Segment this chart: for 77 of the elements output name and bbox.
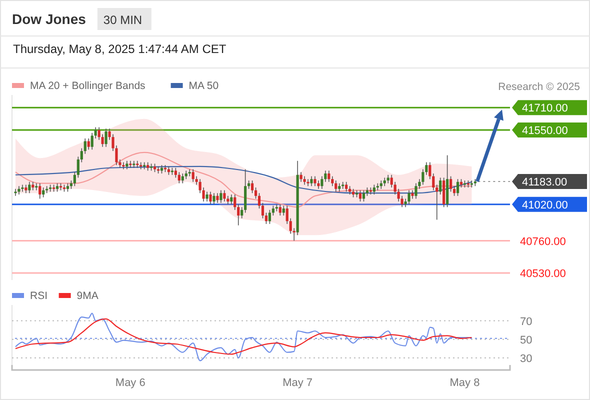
candlestick xyxy=(250,180,254,194)
y-tick-label: 70 xyxy=(520,316,532,328)
candlestick xyxy=(192,168,194,182)
candlestick xyxy=(206,191,208,202)
y-tick-label: 30 xyxy=(520,352,532,365)
x-tick-label: May 7 xyxy=(282,377,313,389)
candlestick xyxy=(452,186,456,196)
candlestick xyxy=(212,192,216,205)
candlestick xyxy=(345,181,348,192)
candlestick xyxy=(328,170,330,182)
candlestick xyxy=(320,176,324,190)
candlestick xyxy=(240,206,244,219)
candlestick xyxy=(35,182,38,191)
candlestick xyxy=(28,181,31,194)
candlestick xyxy=(73,172,76,186)
candlestick xyxy=(264,212,268,224)
text: Research © 2025 xyxy=(498,81,580,93)
candlestick xyxy=(132,160,136,168)
candlestick xyxy=(209,191,212,205)
candlestick xyxy=(278,204,282,216)
candlestick xyxy=(261,202,264,219)
y-tick-label: 50 xyxy=(520,334,532,346)
candlestick xyxy=(76,156,80,178)
candlestick xyxy=(334,180,338,192)
candlestick xyxy=(42,187,45,198)
candlestick xyxy=(14,188,17,196)
candlestick xyxy=(129,160,132,168)
x-tick-label: May 6 xyxy=(115,377,146,389)
candlestick xyxy=(442,177,446,208)
text: 30 MIN xyxy=(103,13,142,27)
candlestick xyxy=(300,172,302,182)
legend-label: 9MA xyxy=(76,290,98,302)
candlestick xyxy=(310,176,313,186)
candlestick xyxy=(268,210,272,224)
candlestick xyxy=(38,182,42,200)
chart-title: Dow Jones xyxy=(12,11,86,27)
candlestick xyxy=(104,128,108,148)
ref-line-label: 41183.00 xyxy=(522,176,568,188)
ref-line-label: 41550.00 xyxy=(522,125,568,138)
x-tick-label: May 8 xyxy=(450,377,480,389)
candlestick xyxy=(408,190,410,205)
candlestick xyxy=(220,190,222,204)
ref-line-label: 40760.00 xyxy=(520,236,566,248)
candlestick xyxy=(230,194,233,205)
candlestick xyxy=(422,168,424,186)
candlestick xyxy=(456,178,460,196)
candlestick xyxy=(358,190,362,202)
candlestick xyxy=(372,184,376,195)
candlestick xyxy=(122,162,125,170)
candlestick xyxy=(174,167,177,178)
legend-label: RSI xyxy=(30,290,48,302)
candlestick xyxy=(223,190,226,202)
candlestick xyxy=(244,168,247,214)
candlestick xyxy=(216,192,219,204)
legend-label: MA 50 xyxy=(188,80,219,92)
ref-line-label: 40530.00 xyxy=(520,268,566,280)
ref-line-label: 41020.00 xyxy=(522,199,568,212)
candlestick xyxy=(254,187,258,200)
candlestick xyxy=(188,168,191,177)
chart-subtitle: Thursday, May 8, 2025 1:47:44 AM CET xyxy=(13,42,227,56)
candlestick xyxy=(178,172,180,184)
candlestick xyxy=(272,205,274,216)
candlestick xyxy=(314,176,316,186)
candlestick xyxy=(449,176,452,192)
ref-line-label: 41710.00 xyxy=(522,102,568,115)
line-series xyxy=(14,318,472,355)
candlestick xyxy=(414,182,418,200)
legend-label: MA 20 + Bollinger Bands xyxy=(30,80,146,92)
candlestick xyxy=(140,162,142,170)
candlestick xyxy=(87,138,90,150)
candlestick xyxy=(306,178,310,186)
candlestick xyxy=(282,205,285,216)
candlestick xyxy=(362,190,366,202)
candlestick xyxy=(181,173,184,184)
candlestick xyxy=(136,160,139,168)
candlestick xyxy=(258,192,261,209)
candlestick xyxy=(21,184,24,192)
